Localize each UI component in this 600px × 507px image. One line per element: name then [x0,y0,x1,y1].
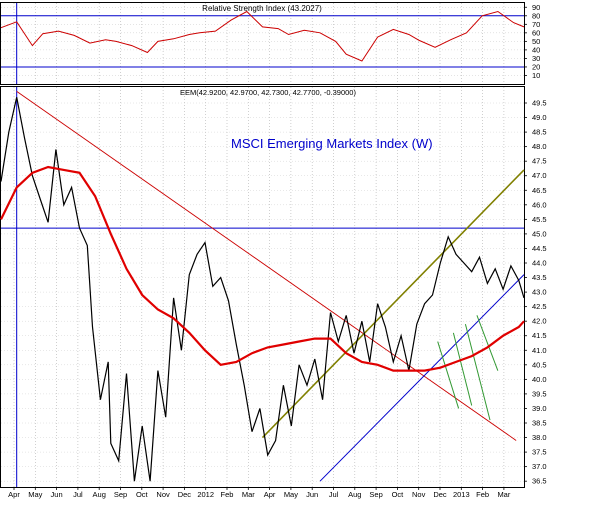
fan-line [437,341,460,409]
price-tick-label: 37.5 [532,448,547,457]
x-tick-label: Mar [242,490,255,499]
x-tick-label: Aug [348,490,361,499]
price-tick-label: 38.5 [532,419,547,428]
rsi-tick-label: 20 [532,62,540,71]
x-tick-label: 2013 [453,490,470,499]
rsi-levels [1,3,524,84]
x-tick-label: Nov [156,490,170,499]
price-tick-label: 42.0 [532,317,547,326]
price-tick-label: 40.0 [532,375,547,384]
price-tick-label: 36.5 [532,477,547,486]
chart-title: MSCI Emerging Markets Index (W) [231,136,433,151]
x-tick-label: Jul [329,490,339,499]
rsi-tick-label: 30 [532,54,540,63]
price-tick-label: 45.0 [532,229,547,238]
rsi-tick-label: 60 [532,28,540,37]
x-tick-label: Dec [433,490,447,499]
x-tick-label: Jun [51,490,63,499]
x-tick-label: Feb [221,490,234,499]
price-tick-label: 38.0 [532,433,547,442]
price-tick-label: 49.0 [532,113,547,122]
fan-line [464,323,491,421]
price-header: EEM(42.9200, 42.9700, 42.7300, 42.7700, … [180,88,356,97]
price-overlays [1,87,525,487]
price-series-line [0,97,525,482]
rsi-tick-label: 80 [532,11,540,20]
price-tick-label: 40.5 [532,360,547,369]
price-tick-label: 47.5 [532,157,547,166]
price-tick-label: 41.0 [532,346,547,355]
price-tick-label: 46.0 [532,200,547,209]
x-tick-label: Aug [93,490,106,499]
moving-average-line [0,165,525,372]
channel-upper-line [261,169,525,439]
x-tick-label: Oct [136,490,149,499]
rsi-tick-label: 40 [532,45,540,54]
price-tick-label: 49.5 [532,99,547,108]
price-tick-label: 46.5 [532,186,547,195]
x-tick-label: Mar [497,490,510,499]
x-tick-label: Jun [306,490,318,499]
price-tick-label: 44.5 [532,244,547,253]
price-tick-label: 42.5 [532,302,547,311]
price-tick-label: 47.0 [532,171,547,180]
rsi-tick-label: 50 [532,37,540,46]
price-axis: 36.5 37.0 37.5 38.0 38.5 39.0 39.5 40.0 40.5 41.0… [524,99,547,486]
price-tick-label: 39.0 [532,404,547,413]
price-tick-label: 43.0 [532,288,547,297]
price-tick-label: 48.5 [532,128,547,137]
x-axis: Apr May Jun Jul Aug Sep Oct Nov Dec 2012 Feb Mar Apr… [8,487,511,499]
x-tick-label: Jul [73,490,83,499]
price-tick-label: 43.5 [532,273,547,282]
x-tick-label: Oct [392,490,405,499]
price-tick-label: 37.0 [532,462,547,471]
rsi-panel-frame [0,2,525,85]
x-tick-label: Dec [178,490,192,499]
price-tick-label: 41.5 [532,331,547,340]
channel-lower-line [319,274,525,482]
rsi-line [0,10,525,62]
rsi-tick-label: 10 [532,71,540,80]
price-tick-label: 48.0 [532,142,547,151]
fan-line [476,315,499,371]
rsi-tick-label: 90 [532,3,540,12]
x-tick-label: Nov [412,490,426,499]
price-tick-label: 45.5 [532,215,547,224]
x-tick-label: Feb [476,490,489,499]
price-tick-label: 39.5 [532,389,547,398]
rsi-title: Relative Strength Index (43.2027) [202,4,322,13]
x-tick-label: Apr [264,490,276,499]
price-tick-label: 44.0 [532,259,547,268]
x-tick-label: Sep [114,490,127,499]
x-tick-label: May [284,490,298,499]
fan-line [452,332,473,406]
rsi-tick-label: 70 [532,20,540,29]
x-tick-label: Apr [8,490,20,499]
x-tick-label: 2012 [197,490,214,499]
x-tick-label: Sep [369,490,382,499]
x-tick-label: May [28,490,42,499]
downtrend-line [16,90,517,441]
